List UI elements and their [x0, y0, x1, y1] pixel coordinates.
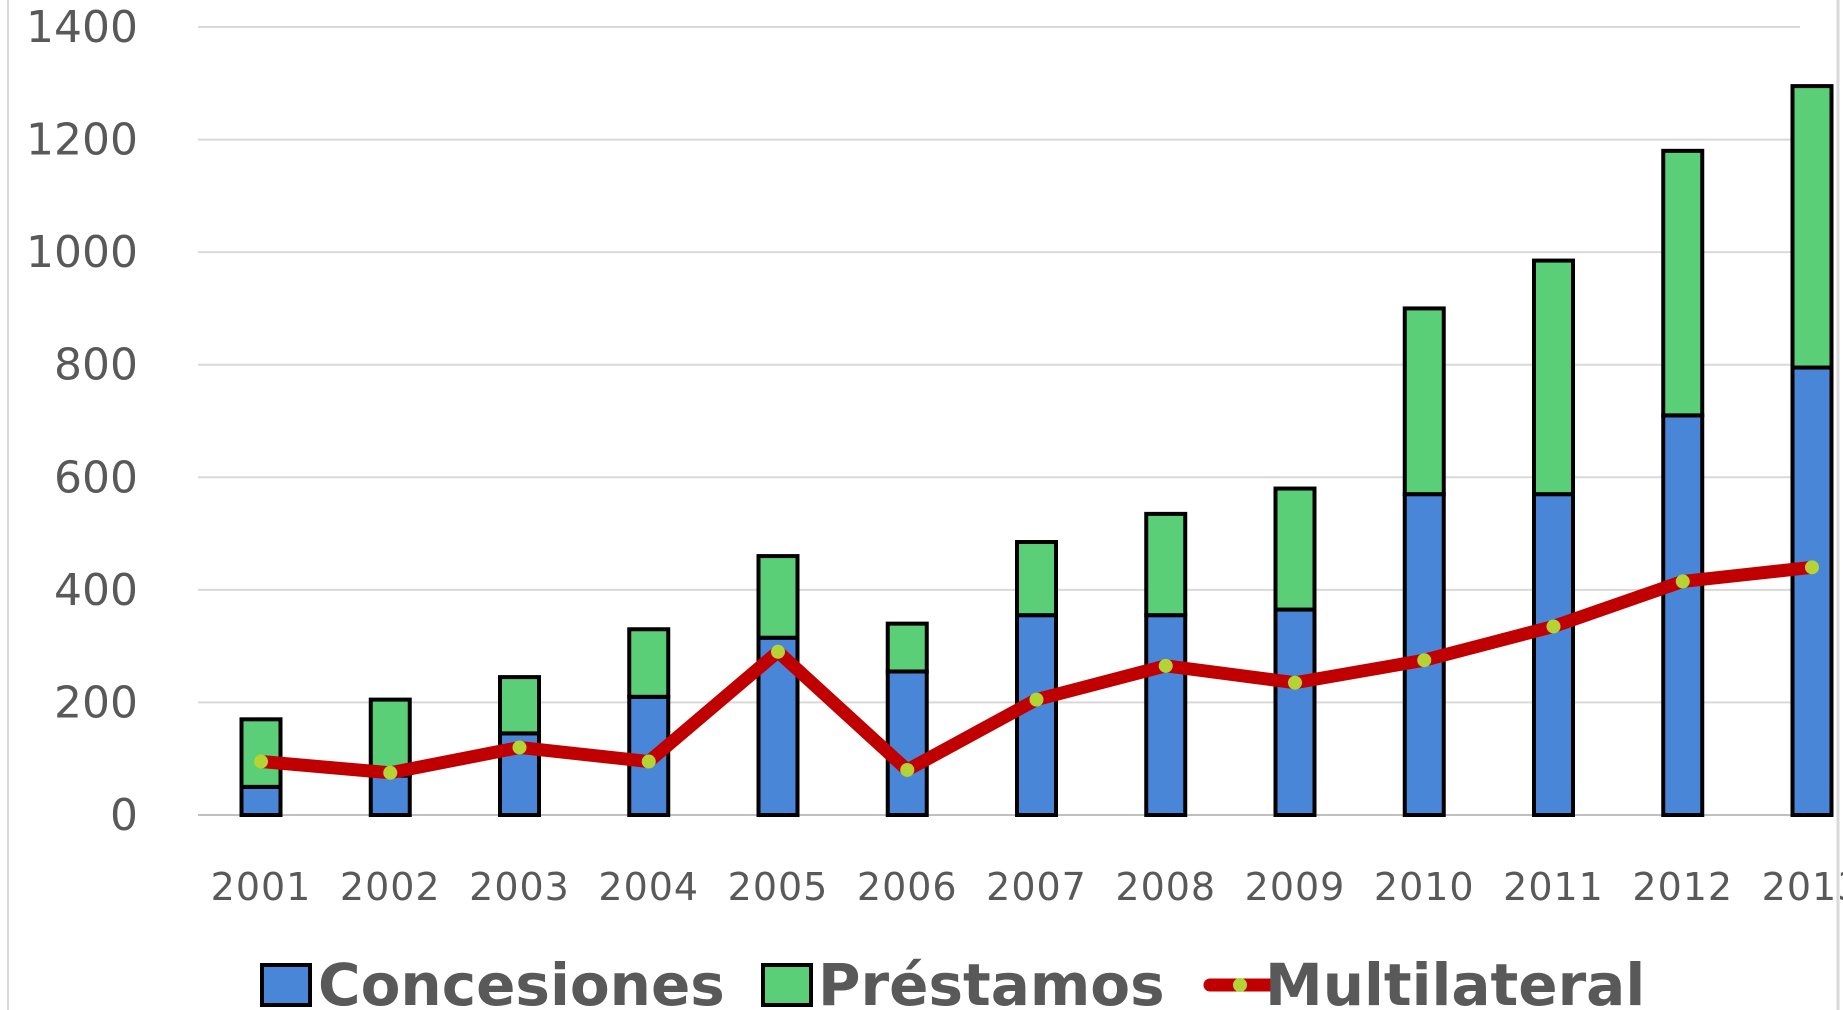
- bar-concesiones-2012: [1661, 413, 1705, 817]
- line-point-2009: [1288, 675, 1302, 690]
- y-tick-label: 0: [110, 790, 138, 841]
- bar-prestamos-2009: [1273, 486, 1317, 612]
- bar-prestamos-2011: [1532, 258, 1575, 497]
- line-point-2008: [1158, 658, 1173, 673]
- legend-label-prestamos: Préstamos: [818, 951, 1165, 1010]
- x-tick-label: 2003: [469, 865, 570, 909]
- line-point-2007: [1029, 692, 1044, 707]
- bar-prestamos-2001: [239, 717, 283, 789]
- x-tick-label: 2009: [1245, 865, 1346, 909]
- bar-concesiones-2011: [1532, 492, 1575, 817]
- y-tick-label: 400: [54, 565, 138, 616]
- bar-prestamos-2013: [1790, 84, 1834, 370]
- bar-concesiones-2007: [1015, 613, 1058, 818]
- bar-prestamos-2003: [498, 675, 541, 736]
- bar-prestamos-2008: [1144, 511, 1188, 618]
- line-point-2003: [512, 740, 527, 755]
- y-tick-label: 1000: [26, 227, 138, 278]
- gridlines: [198, 26, 1800, 816]
- line-point-2005: [771, 644, 785, 659]
- x-axis-tick-labels: 2001 2002 2003 2004 2005 2006 2007 2008 2009 2010…: [211, 865, 1843, 909]
- x-tick-label: 2008: [1115, 865, 1216, 909]
- y-axis-tick-labels: 0 200 400 600 800 1000 1200 1400: [26, 2, 138, 841]
- x-tick-label: 2007: [986, 865, 1087, 909]
- y-tick-label: 1400: [26, 2, 138, 53]
- bar-prestamos-2002: [368, 697, 412, 778]
- bar-concesiones-2006: [885, 669, 929, 817]
- line-series: [254, 560, 1819, 780]
- x-tick-label: 2012: [1632, 865, 1733, 909]
- bar-concesiones-2008: [1144, 613, 1188, 818]
- x-tick-label: 2013: [1762, 865, 1843, 909]
- bar-concesiones-2002: [368, 773, 412, 817]
- line-point-2012: [1675, 574, 1690, 589]
- y-tick-label: 800: [54, 340, 138, 391]
- x-tick-label: 2005: [728, 865, 829, 909]
- x-tick-label: 2011: [1503, 865, 1604, 909]
- bar-prestamos-2007: [1015, 540, 1058, 618]
- line-point-2010: [1417, 653, 1432, 668]
- legend-swatch-prestamos: [761, 963, 813, 1007]
- legend: Concesiones Préstamos Multilateral: [260, 951, 1645, 1010]
- bar-prestamos-2006: [885, 621, 929, 674]
- line-point-2001: [254, 754, 268, 769]
- x-tick-label: 2001: [211, 865, 312, 909]
- x-tick-label: 2004: [598, 865, 699, 909]
- line-point-2006: [900, 762, 915, 777]
- legend-marker-multilateral: [1233, 978, 1247, 992]
- line-point-2002: [383, 765, 398, 780]
- y-tick-label: 1200: [26, 115, 138, 166]
- bar-prestamos-2004: [627, 627, 671, 699]
- y-tick-label: 200: [54, 677, 138, 728]
- x-tick-label: 2006: [857, 865, 958, 909]
- x-tick-label: 2002: [340, 865, 441, 909]
- bar-concesiones-2001: [239, 784, 283, 817]
- line-point-2004: [641, 754, 656, 769]
- bar-prestamos-2010: [1402, 306, 1446, 497]
- line-point-2011: [1546, 619, 1561, 634]
- bar-concesiones-2013: [1790, 365, 1834, 817]
- legend-label-multilateral: Multilateral: [1265, 951, 1645, 1010]
- bar-concesiones-2009: [1273, 607, 1317, 817]
- line-point-2013: [1805, 560, 1819, 575]
- y-tick-label: 600: [54, 452, 138, 503]
- legend-label-concesiones: Concesiones: [318, 951, 725, 1010]
- legend-swatch-concesiones: [260, 963, 312, 1007]
- bar-prestamos-2012: [1661, 148, 1705, 418]
- x-tick-label: 2010: [1374, 865, 1475, 909]
- bar-prestamos-2005: [756, 554, 800, 640]
